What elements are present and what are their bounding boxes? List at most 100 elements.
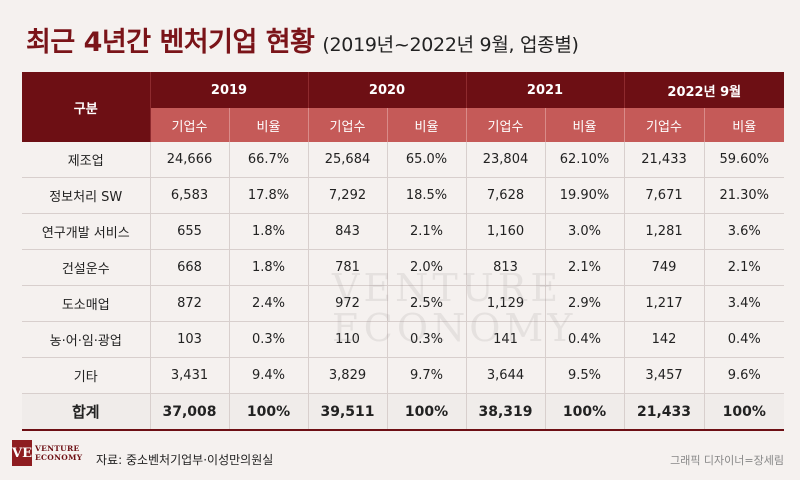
- cell-ratio: 0.4%: [545, 321, 625, 358]
- cell-company-count: 749: [624, 249, 705, 286]
- cell-company-count: 655: [150, 213, 230, 250]
- cell-ratio: 9.6%: [704, 357, 784, 394]
- row-label: 도소매업: [22, 285, 151, 322]
- cell-ratio: 100%: [704, 393, 784, 431]
- cell-company-count: 38,319: [466, 393, 546, 431]
- table-row: 연구개발 서비스 655 1.8% 843 2.1% 1,160 3.0% 1,281 3.6%: [22, 213, 784, 250]
- cell-ratio: 9.7%: [387, 357, 467, 394]
- sub-header-ratio: 비율: [387, 108, 467, 142]
- row-header-label: 구분: [22, 72, 151, 142]
- cell-company-count: 103: [150, 321, 230, 358]
- table-body: 제조업 24,666 66.7% 25,684 65.0% 23,804 62.10% 21,…: [22, 142, 784, 431]
- row-label: 건설운수: [22, 249, 151, 286]
- cell-ratio: 2.5%: [387, 285, 467, 322]
- cell-ratio: 2.1%: [387, 213, 467, 250]
- cell-company-count: 843: [308, 213, 388, 250]
- cell-company-count: 1,129: [466, 285, 546, 322]
- row-label: 제조업: [22, 142, 151, 178]
- total-row: 합계 37,008 100% 39,511 100% 38,319 100% 21,433 10…: [22, 393, 784, 431]
- title-main: 최근 4년간 벤처기업 현황: [26, 27, 315, 58]
- table-row: 도소매업 872 2.4% 972 2.5% 1,129 2.9% 1,217 3.4%: [22, 285, 784, 322]
- cell-company-count: 23,804: [466, 142, 546, 178]
- cell-ratio: 66.7%: [229, 142, 309, 178]
- cell-ratio: 59.60%: [704, 142, 784, 178]
- cell-ratio: 65.0%: [387, 142, 467, 178]
- cell-company-count: 668: [150, 249, 230, 286]
- cell-company-count: 3,829: [308, 357, 388, 394]
- cell-ratio: 1.8%: [229, 249, 309, 286]
- year-header-row: 구분 2019 2020 2021 2022년 9월: [22, 72, 784, 142]
- year-header: 2020: [308, 72, 467, 108]
- table-header: 구분 2019 2020 2021 2022년 9월 기업수 비율 기업수 비율 기업수 비율 기…: [22, 72, 784, 142]
- sub-header-count: 기업수: [466, 108, 546, 142]
- cell-company-count: 37,008: [150, 393, 230, 431]
- cell-ratio: 3.0%: [545, 213, 625, 250]
- cell-company-count: 1,217: [624, 285, 705, 322]
- sub-header-count: 기업수: [308, 108, 388, 142]
- cell-company-count: 141: [466, 321, 546, 358]
- sub-header-ratio: 비율: [229, 108, 309, 142]
- cell-company-count: 1,160: [466, 213, 546, 250]
- title-subtitle: (2019년~2022년 9월, 업종별): [322, 34, 579, 56]
- cell-ratio: 0.3%: [387, 321, 467, 358]
- row-label: 기타: [22, 357, 151, 394]
- cell-ratio: 2.1%: [704, 249, 784, 286]
- table-row: 정보처리 SW 6,583 17.8% 7,292 18.5% 7,628 19.90% 7,…: [22, 177, 784, 214]
- sub-header-ratio: 비율: [704, 108, 784, 142]
- table-row: 농·어·임·광업 103 0.3% 110 0.3% 141 0.4% 142 0.4%: [22, 321, 784, 358]
- year-header: 2019: [150, 72, 309, 108]
- source-note: 자료: 중소벤처기업부·이성만의원실: [96, 453, 274, 467]
- cell-ratio: 2.1%: [545, 249, 625, 286]
- table-row: 기타 3,431 9.4% 3,829 9.7% 3,644 9.5% 3,457 9.6%: [22, 357, 784, 394]
- sub-header-count: 기업수: [150, 108, 230, 142]
- cell-ratio: 2.4%: [229, 285, 309, 322]
- cell-ratio: 19.90%: [545, 177, 625, 214]
- logo-text: VENTURE ECONOMY: [35, 444, 82, 462]
- cell-company-count: 1,281: [624, 213, 705, 250]
- cell-company-count: 24,666: [150, 142, 230, 178]
- logo-mark-icon: VE: [12, 440, 32, 466]
- cell-company-count: 972: [308, 285, 388, 322]
- cell-ratio: 21.30%: [704, 177, 784, 214]
- sub-header-ratio: 비율: [545, 108, 625, 142]
- cell-ratio: 0.3%: [229, 321, 309, 358]
- cell-ratio: 18.5%: [387, 177, 467, 214]
- page-title: 최근 4년간 벤처기업 현황 (2019년~2022년 9월, 업종별): [26, 20, 579, 59]
- cell-company-count: 781: [308, 249, 388, 286]
- cell-company-count: 813: [466, 249, 546, 286]
- cell-ratio: 2.9%: [545, 285, 625, 322]
- cell-company-count: 6,583: [150, 177, 230, 214]
- cell-company-count: 872: [150, 285, 230, 322]
- data-table: 구분 2019 2020 2021 2022년 9월 기업수 비율 기업수 비율 기업수 비율 기…: [22, 72, 784, 431]
- row-label: 연구개발 서비스: [22, 213, 151, 250]
- cell-ratio: 9.4%: [229, 357, 309, 394]
- cell-company-count: 25,684: [308, 142, 388, 178]
- cell-ratio: 100%: [387, 393, 467, 431]
- data-table-container: VENTURE ECONOMY 구분 2019 2020 2021 2022년 9월 …: [22, 72, 784, 431]
- row-label: 농·어·임·광업: [22, 321, 151, 358]
- row-label: 합계: [22, 393, 151, 431]
- cell-company-count: 21,433: [624, 142, 705, 178]
- cell-ratio: 9.5%: [545, 357, 625, 394]
- cell-ratio: 62.10%: [545, 142, 625, 178]
- row-label: 정보처리 SW: [22, 177, 151, 214]
- cell-company-count: 110: [308, 321, 388, 358]
- cell-company-count: 39,511: [308, 393, 388, 431]
- sub-header-row: 기업수 비율 기업수 비율 기업수 비율 기업수 비율: [22, 108, 784, 142]
- cell-company-count: 21,433: [624, 393, 705, 431]
- sub-header-count: 기업수: [624, 108, 705, 142]
- cell-ratio: 2.0%: [387, 249, 467, 286]
- cell-company-count: 3,431: [150, 357, 230, 394]
- year-header: 2021: [466, 72, 625, 108]
- graphic-credit: 그래픽 디자이너=장세림: [670, 454, 784, 467]
- cell-company-count: 7,628: [466, 177, 546, 214]
- table-row: 건설운수 668 1.8% 781 2.0% 813 2.1% 749 2.1%: [22, 249, 784, 286]
- venture-economy-logo: VE VENTURE ECONOMY: [12, 440, 82, 466]
- cell-ratio: 17.8%: [229, 177, 309, 214]
- cell-ratio: 0.4%: [704, 321, 784, 358]
- logo-line-2: ECONOMY: [35, 453, 83, 462]
- cell-company-count: 7,671: [624, 177, 705, 214]
- cell-company-count: 7,292: [308, 177, 388, 214]
- year-header: 2022년 9월: [624, 72, 784, 108]
- cell-company-count: 142: [624, 321, 705, 358]
